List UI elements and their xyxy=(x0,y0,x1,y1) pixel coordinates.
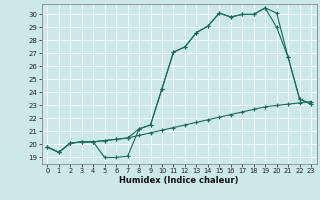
X-axis label: Humidex (Indice chaleur): Humidex (Indice chaleur) xyxy=(119,176,239,185)
